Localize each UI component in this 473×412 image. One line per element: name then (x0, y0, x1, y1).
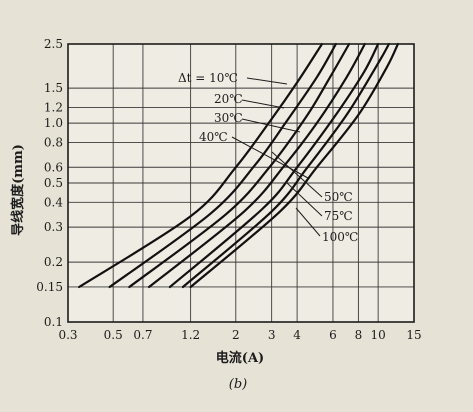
series-label: 50℃ (324, 190, 353, 204)
y-tick-label: 1.5 (44, 81, 63, 95)
x-tick-label: 0.3 (58, 328, 77, 342)
series-line-1 (78, 42, 324, 289)
series-name: 50℃ (324, 190, 353, 204)
series-line-6 (181, 42, 390, 289)
y-tick-label: 0.1 (44, 315, 63, 329)
delta-t-label: Δt = (178, 71, 209, 85)
x-tick-label: 6 (329, 328, 337, 342)
leader-line (295, 207, 321, 237)
y-tick-label: 0.3 (44, 220, 63, 234)
leader-line (231, 136, 309, 179)
series-label: 40℃ (199, 130, 228, 144)
x-tick-label: 3 (268, 328, 276, 342)
x-tick-label: 1.2 (181, 328, 200, 342)
series-label: 20℃ (214, 92, 243, 106)
series-line-4 (147, 42, 366, 289)
x-tick-label: 8 (355, 328, 363, 342)
y-tick-label: 0.4 (44, 195, 63, 209)
annotation-leaders (231, 77, 323, 237)
y-tick-label: 0.15 (36, 280, 63, 294)
series-name: 10℃ (209, 71, 238, 85)
y-tick-label: 0.2 (44, 255, 63, 269)
series-line-7 (189, 42, 399, 289)
series-line-3 (128, 42, 351, 289)
x-tick-labels: 0.3 0.5 0.7 1.2 2 3 4 6 8 10 15 (58, 328, 421, 342)
series-labels: Δt = 10℃ 20℃ 30℃ 40℃ 50℃ 75℃ 100℃ (178, 71, 358, 244)
x-axis-title: 电流(A) (216, 350, 264, 366)
series-line-2 (108, 42, 337, 289)
series-name: 100℃ (322, 230, 358, 244)
series-name: 40℃ (199, 130, 228, 144)
series-name: 20℃ (214, 92, 243, 106)
figure-caption: (b) (229, 377, 247, 392)
y-tick-label: 2.5 (44, 37, 63, 51)
series-label: 100℃ (322, 230, 358, 244)
series-label: Δt = 10℃ (178, 71, 238, 85)
series-name: 75℃ (324, 209, 353, 223)
y-tick-labels: 0.1 0.15 0.2 0.3 0.4 0.5 0.6 0.8 1.0 1.2 1.5 2.5 (36, 37, 63, 329)
x-tick-label: 0.5 (104, 328, 123, 342)
leader-line (271, 151, 323, 198)
series-label: 30℃ (214, 111, 243, 125)
x-tick-label: 4 (293, 328, 301, 342)
x-tick-label: 2 (232, 328, 240, 342)
leader-line (246, 77, 288, 85)
leader-line (241, 118, 301, 133)
leader-line (241, 99, 285, 109)
y-tick-label: 1.0 (44, 116, 63, 130)
y-tick-label: 0.5 (44, 176, 63, 190)
y-tick-label: 0.8 (44, 135, 63, 149)
series-name: 30℃ (214, 111, 243, 125)
x-tick-label: 0.7 (133, 328, 152, 342)
y-axis-title: 导线宽度(mm) (10, 144, 26, 236)
y-tick-label: 1.2 (44, 100, 63, 114)
y-tick-label: 0.6 (44, 160, 63, 174)
series-line-5 (168, 42, 380, 289)
series-curves (78, 42, 399, 289)
leader-line (285, 181, 323, 217)
series-label: 75℃ (324, 209, 353, 223)
x-tick-label: 15 (406, 328, 421, 342)
x-tick-label: 10 (370, 328, 385, 342)
plot-frame (67, 43, 415, 323)
